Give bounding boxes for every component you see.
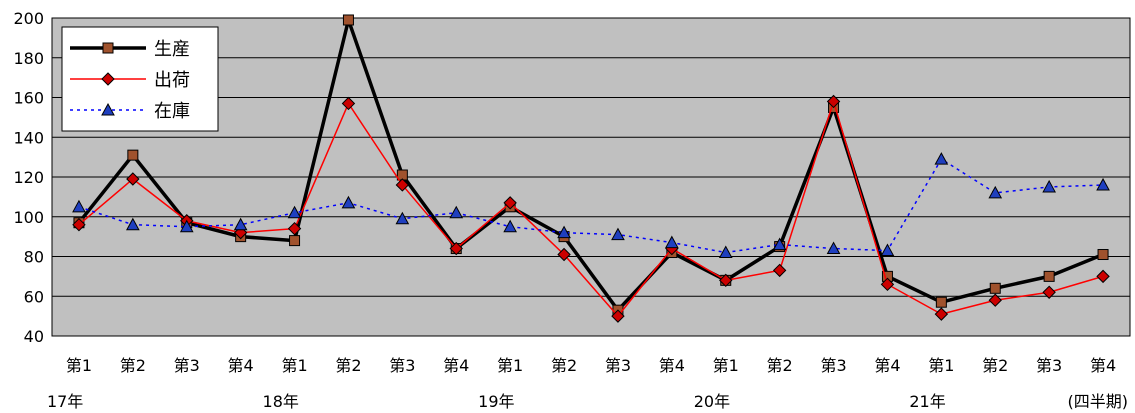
data-point xyxy=(826,94,841,109)
legend-marker xyxy=(101,72,115,86)
data-point xyxy=(665,235,679,249)
year-label: 18年 xyxy=(263,392,299,411)
data-point xyxy=(126,217,140,231)
x-tick-label: 第3 xyxy=(605,356,631,375)
legend-label: 在庫 xyxy=(154,101,190,122)
x-tick-label: 第4 xyxy=(659,356,685,375)
data-point xyxy=(880,243,895,257)
x-tick-label: 第1 xyxy=(928,356,954,375)
x-tick-label: 第4 xyxy=(443,356,469,375)
data-point xyxy=(934,152,949,165)
x-tick-label: 第4 xyxy=(874,356,900,375)
data-point xyxy=(1096,269,1110,284)
data-point xyxy=(341,195,356,209)
data-point xyxy=(611,309,625,323)
data-point xyxy=(1097,249,1109,261)
y-tick-label: 160 xyxy=(13,89,44,108)
data-point xyxy=(449,205,464,219)
data-point xyxy=(772,263,787,278)
x-tick-label: 第1 xyxy=(281,356,307,375)
x-tick-label: 第2 xyxy=(120,356,146,375)
series-3 xyxy=(72,152,1110,259)
x-tick-label: 第1 xyxy=(66,356,92,375)
data-point xyxy=(718,245,733,259)
data-point xyxy=(1042,179,1056,193)
plot-border xyxy=(51,17,1131,337)
legend-marker xyxy=(101,102,115,116)
data-point xyxy=(395,178,410,192)
data-point xyxy=(1096,177,1110,191)
data-point xyxy=(557,225,571,239)
data-point xyxy=(935,296,947,308)
data-point xyxy=(289,235,301,247)
data-point xyxy=(988,185,1003,199)
legend-label: 出荷 xyxy=(154,70,190,91)
year-label: 20年 xyxy=(694,392,730,411)
data-point xyxy=(72,199,86,213)
legend-marker xyxy=(102,42,114,54)
data-point xyxy=(449,241,463,256)
x-tick-label: 第3 xyxy=(389,356,415,375)
data-point xyxy=(557,247,571,262)
x-tick-label: 第2 xyxy=(767,356,793,375)
year-label: 17年 xyxy=(47,392,83,411)
series-line xyxy=(78,100,1104,317)
data-point xyxy=(611,227,625,241)
x-tick-label: 第2 xyxy=(551,356,577,375)
data-point xyxy=(127,149,139,161)
y-tick-label: 120 xyxy=(13,168,44,187)
x-tick-label: 第3 xyxy=(174,356,200,375)
data-point xyxy=(1043,270,1055,282)
y-tick-label: 60 xyxy=(24,287,44,306)
series-group xyxy=(72,14,1110,323)
x-tick-label: 第1 xyxy=(497,356,523,375)
y-tick-label: 200 xyxy=(13,9,44,28)
data-point xyxy=(934,307,949,321)
x-tick-label: 第2 xyxy=(982,356,1008,375)
y-tick-label: 80 xyxy=(24,248,44,267)
data-point xyxy=(287,221,302,236)
data-point xyxy=(503,219,517,233)
x-tick-label: 第1 xyxy=(713,356,739,375)
x-tick-label: 第3 xyxy=(1036,356,1062,375)
data-point xyxy=(719,273,733,288)
data-point xyxy=(989,282,1001,294)
data-point xyxy=(126,172,140,186)
data-point xyxy=(179,219,194,233)
data-point xyxy=(826,241,841,255)
data-point xyxy=(72,217,86,232)
x-axis: 第1 第2 第3 第4 第1 第2 第3 第4 第1 第2 第3 第4 第1 第2 第3 第4 第1 第2 第3 第4… xyxy=(47,356,1128,411)
y-tick-label: 180 xyxy=(13,49,44,68)
x-tick-label: 第3 xyxy=(820,356,846,375)
year-label: 19年 xyxy=(478,392,514,411)
x-tick-label: 第4 xyxy=(1090,356,1116,375)
data-point xyxy=(395,211,410,225)
y-tick-label: 100 xyxy=(13,208,44,227)
data-point xyxy=(1042,285,1056,299)
data-point xyxy=(880,277,895,292)
series-line xyxy=(77,18,1104,312)
x-tick-label: 第2 xyxy=(335,356,361,375)
x-tick-label: 第4 xyxy=(228,356,254,375)
data-point xyxy=(342,14,354,26)
data-point xyxy=(287,205,302,219)
gridlines xyxy=(52,57,1130,297)
y-tick-label: 140 xyxy=(13,128,44,147)
series-2 xyxy=(72,94,1110,323)
x-unit-label: (四半期) xyxy=(1068,392,1129,411)
data-point xyxy=(772,237,787,251)
y-axis: 40 60 80 100 120 140 160 180 200 xyxy=(13,9,44,346)
y-tick-label: 40 xyxy=(24,327,44,346)
data-point xyxy=(233,217,248,231)
data-point xyxy=(988,293,1002,307)
data-point xyxy=(341,96,356,111)
year-label: 21年 xyxy=(909,392,945,411)
data-point xyxy=(503,196,517,210)
legend-label: 生産 xyxy=(154,39,190,60)
